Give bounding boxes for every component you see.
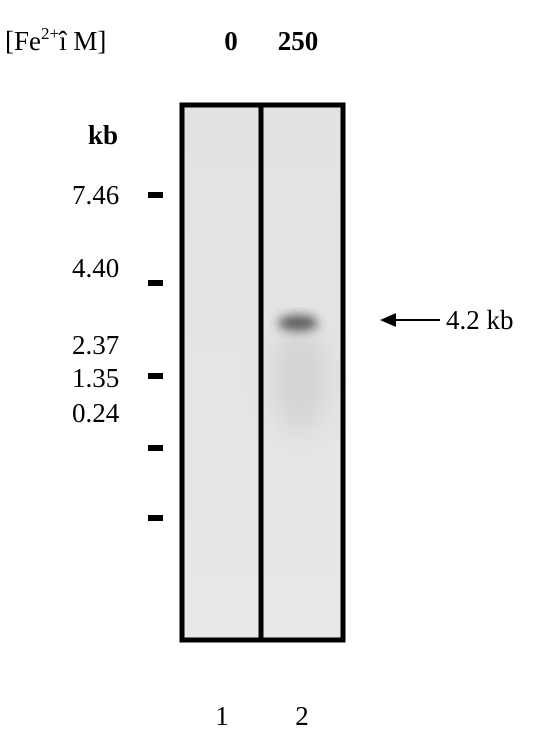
tick: [148, 445, 163, 451]
arrow-head: [380, 313, 396, 327]
lane-header: 250: [278, 26, 319, 56]
marker-size: 0.24: [72, 398, 120, 428]
marker-size: 4.40: [72, 253, 119, 283]
lane-header: 0: [224, 26, 238, 56]
label-text: î M]: [58, 26, 106, 56]
band-label: 4.2 kb: [446, 305, 514, 335]
tick: [148, 280, 163, 286]
lane-number: 2: [295, 701, 309, 731]
tick: [148, 373, 163, 379]
band: [278, 315, 318, 331]
tick: [148, 192, 163, 198]
smear: [272, 325, 328, 435]
marker-size: 7.46: [72, 180, 119, 210]
label-superscript: 2+: [41, 24, 59, 43]
tick: [148, 515, 163, 521]
label-text: [Fe: [5, 26, 41, 56]
marker-size: 2.37: [72, 330, 119, 360]
concentration-label: [Fe2+î M]: [5, 24, 106, 56]
marker-unit: kb: [88, 120, 118, 150]
marker-ticks: [148, 192, 163, 521]
figure: [Fe2+î M] 0 250 kb 7.46 4.40 2.37 1.35 0…: [0, 0, 551, 733]
marker-size: 1.35: [72, 363, 119, 393]
lane-number: 1: [215, 701, 229, 731]
